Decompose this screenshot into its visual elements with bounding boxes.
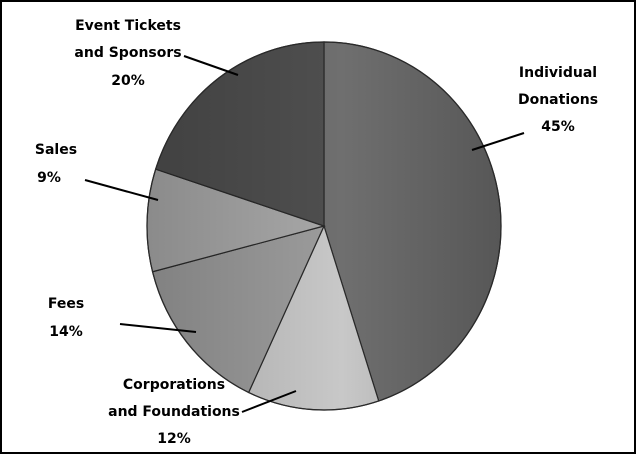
label-sales-line1: Sales [35,142,77,158]
leader-line-corporations-and-foundations [241,390,297,413]
label-event-tickets-pct: 20% [111,73,145,89]
label-corporations-pct: 12% [157,431,191,447]
label-individual-donations-line2: Donations [518,92,598,108]
label-sales-pct: 9% [37,170,61,186]
pie-shading [146,41,502,411]
leader-line-fees [119,323,197,333]
label-corporations-line2: and Foundations [108,404,240,420]
label-individual-donations-line1: Individual [519,65,597,81]
label-individual-donations-pct: 45% [541,119,575,135]
leader-line-individual-donations [471,132,525,151]
leader-line-sales [84,179,159,201]
label-corporations-line1: Corporations [123,377,225,393]
label-event-tickets-line1: Event Tickets [75,18,181,34]
leader-line-event-tickets [183,55,239,76]
label-fees-pct: 14% [49,324,83,340]
label-fees-line1: Fees [48,296,84,312]
label-event-tickets-line2: and Sponsors [74,45,181,61]
